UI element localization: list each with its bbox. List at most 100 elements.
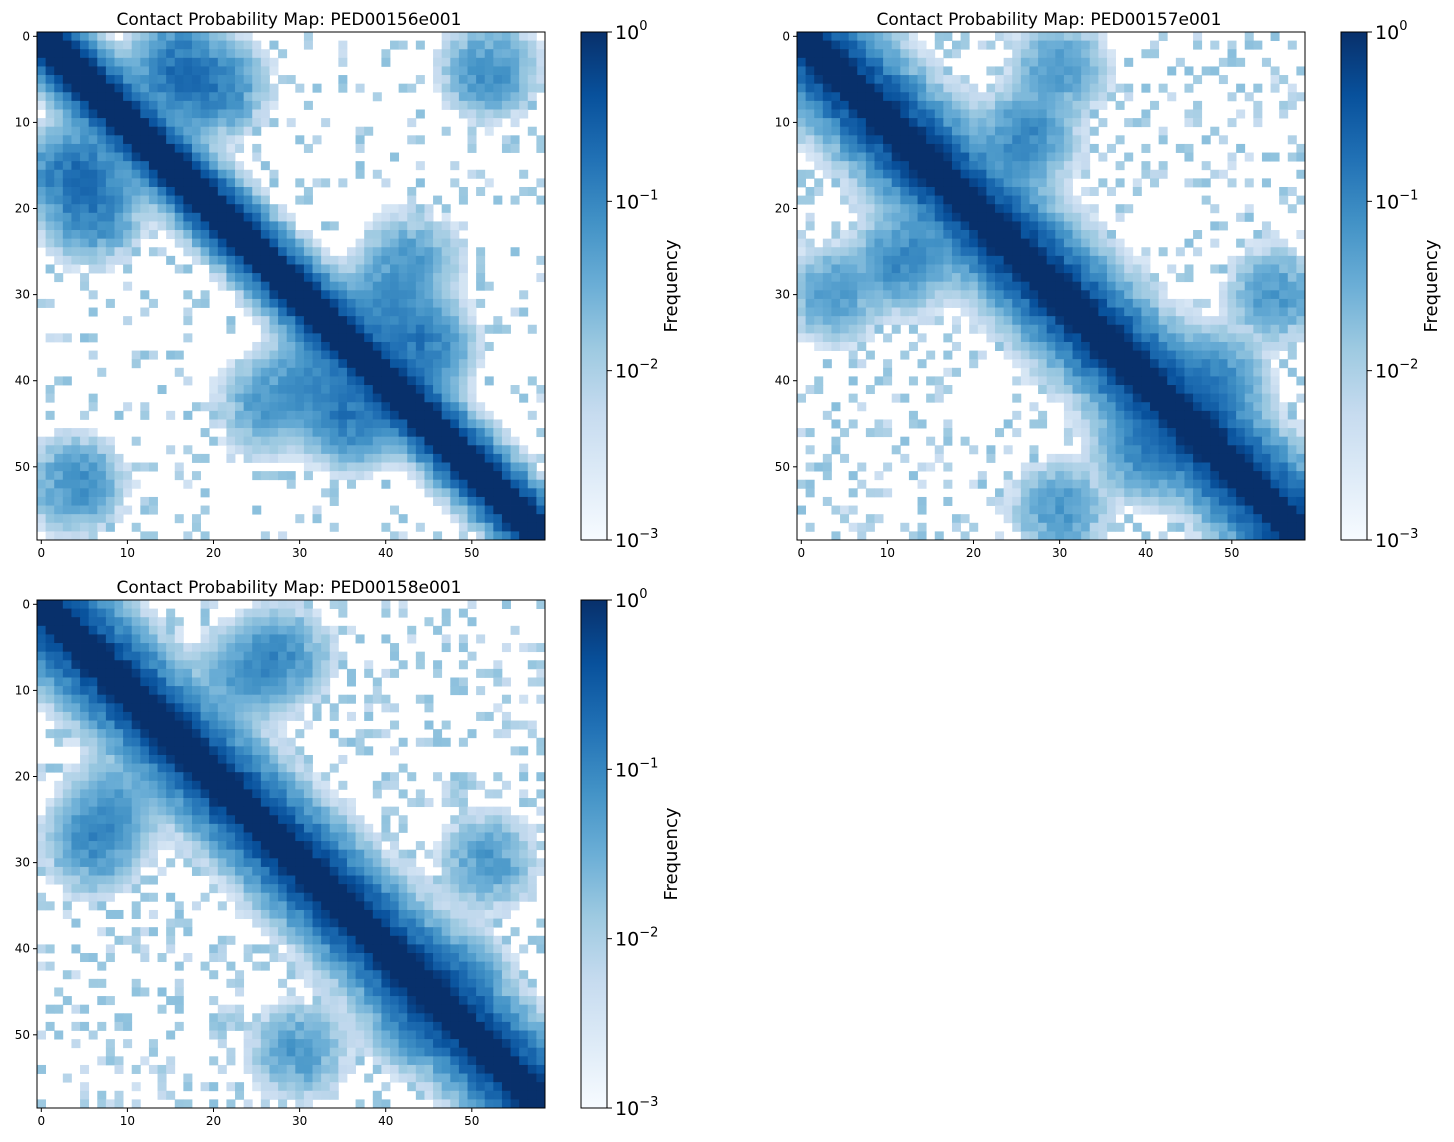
heatmap-cell bbox=[1167, 496, 1177, 506]
heatmap-cell bbox=[1072, 522, 1082, 532]
heatmap-cell bbox=[1244, 264, 1254, 274]
heatmap-cell bbox=[510, 40, 520, 50]
heatmap-cell bbox=[252, 186, 262, 196]
heatmap-cell bbox=[303, 367, 313, 377]
heatmap-cell bbox=[1046, 488, 1056, 498]
heatmap-cell bbox=[476, 324, 486, 334]
heatmap-cell bbox=[415, 333, 425, 343]
heatmap-cell bbox=[1012, 522, 1022, 532]
heatmap-cell bbox=[883, 118, 893, 128]
heatmap-cell bbox=[865, 169, 875, 179]
heatmap-cell bbox=[131, 462, 141, 472]
heatmap-cell bbox=[891, 143, 901, 153]
heatmap-cell bbox=[874, 66, 884, 76]
heatmap-cell bbox=[200, 212, 210, 222]
heatmap-cell bbox=[364, 428, 374, 438]
heatmap-cell bbox=[960, 75, 970, 85]
heatmap-cell bbox=[797, 230, 807, 240]
heatmap-cell bbox=[37, 298, 47, 308]
heatmap-cell bbox=[62, 161, 72, 171]
heatmap-cell bbox=[260, 316, 270, 326]
heatmap-cell bbox=[900, 66, 910, 76]
heatmap-cell bbox=[934, 57, 944, 67]
heatmap-cell bbox=[105, 49, 115, 59]
heatmap-cell bbox=[54, 453, 64, 463]
heatmap-cell bbox=[424, 212, 434, 222]
heatmap-cell bbox=[1029, 290, 1039, 300]
heatmap-cell bbox=[123, 100, 133, 110]
heatmap-cell bbox=[269, 204, 279, 214]
heatmap-cell bbox=[157, 634, 167, 644]
heatmap-cell bbox=[407, 255, 417, 265]
heatmap-cell bbox=[450, 307, 460, 317]
heatmap-cell bbox=[114, 152, 124, 162]
heatmap-cell bbox=[71, 109, 81, 119]
heatmap-cell bbox=[1150, 428, 1160, 438]
heatmap-cell bbox=[71, 195, 81, 205]
heatmap-cell bbox=[1210, 488, 1220, 498]
heatmap-cell bbox=[1029, 152, 1039, 162]
heatmap-cell bbox=[1167, 316, 1177, 326]
heatmap-cell bbox=[458, 333, 468, 343]
heatmap-cell bbox=[848, 109, 858, 119]
heatmap-cell bbox=[501, 32, 511, 42]
heatmap-cell bbox=[1279, 419, 1289, 429]
heatmap-cell bbox=[183, 264, 193, 274]
heatmap-cell bbox=[54, 462, 64, 472]
heatmap-cell bbox=[865, 255, 875, 265]
heatmap-cell bbox=[200, 488, 210, 498]
heatmap-cell bbox=[1296, 453, 1306, 463]
heatmap-cell bbox=[424, 488, 434, 498]
heatmap-cell bbox=[441, 428, 451, 438]
heatmap-cell bbox=[1270, 479, 1280, 489]
heatmap-cell bbox=[303, 307, 313, 317]
heatmap-cell bbox=[355, 410, 365, 420]
heatmap-cell bbox=[484, 445, 494, 455]
x-tick-label: 20 bbox=[966, 546, 981, 560]
heatmap-cell bbox=[235, 290, 245, 300]
heatmap-cell bbox=[1012, 66, 1022, 76]
heatmap-cell bbox=[166, 143, 176, 153]
heatmap-cell bbox=[995, 290, 1005, 300]
heatmap-cell bbox=[1063, 100, 1073, 110]
heatmap-cell bbox=[71, 238, 81, 248]
heatmap-cell bbox=[1270, 66, 1280, 76]
heatmap-cell bbox=[934, 143, 944, 153]
heatmap-cell bbox=[458, 83, 468, 93]
heatmap-cell bbox=[338, 445, 348, 455]
heatmap-cell bbox=[148, 118, 158, 128]
heatmap-cell bbox=[286, 350, 296, 360]
heatmap-cell bbox=[1046, 247, 1056, 257]
heatmap-cell bbox=[1003, 32, 1013, 42]
heatmap-cell bbox=[1115, 419, 1125, 429]
heatmap-cell bbox=[278, 677, 288, 687]
heatmap-cell bbox=[243, 445, 253, 455]
heatmap-cell bbox=[424, 359, 434, 369]
heatmap-cell bbox=[97, 195, 107, 205]
heatmap-cell bbox=[917, 212, 927, 222]
heatmap-cell bbox=[1029, 514, 1039, 524]
heatmap-cell bbox=[433, 359, 443, 369]
heatmap-cell bbox=[969, 100, 979, 110]
heatmap-cell bbox=[1261, 290, 1271, 300]
heatmap-cell bbox=[1184, 273, 1194, 283]
heatmap-cell bbox=[183, 40, 193, 50]
heatmap-cell bbox=[1098, 496, 1108, 506]
heatmap-cell bbox=[1124, 83, 1134, 93]
heatmap-cell bbox=[54, 522, 64, 532]
heatmap-cell bbox=[243, 367, 253, 377]
heatmap-cell bbox=[114, 161, 124, 171]
heatmap-cell bbox=[805, 307, 815, 317]
heatmap-cell bbox=[433, 238, 443, 248]
heatmap-cell bbox=[71, 617, 81, 627]
heatmap-cell bbox=[200, 32, 210, 42]
heatmap-cell bbox=[900, 436, 910, 446]
heatmap-cell bbox=[1003, 264, 1013, 274]
heatmap-cell bbox=[166, 617, 176, 627]
heatmap-cell bbox=[1046, 204, 1056, 214]
heatmap-cell bbox=[37, 617, 47, 627]
heatmap-cell bbox=[797, 66, 807, 76]
heatmap-cell bbox=[1063, 75, 1073, 85]
heatmap-cell bbox=[891, 255, 901, 265]
heatmap-cell bbox=[848, 281, 858, 291]
